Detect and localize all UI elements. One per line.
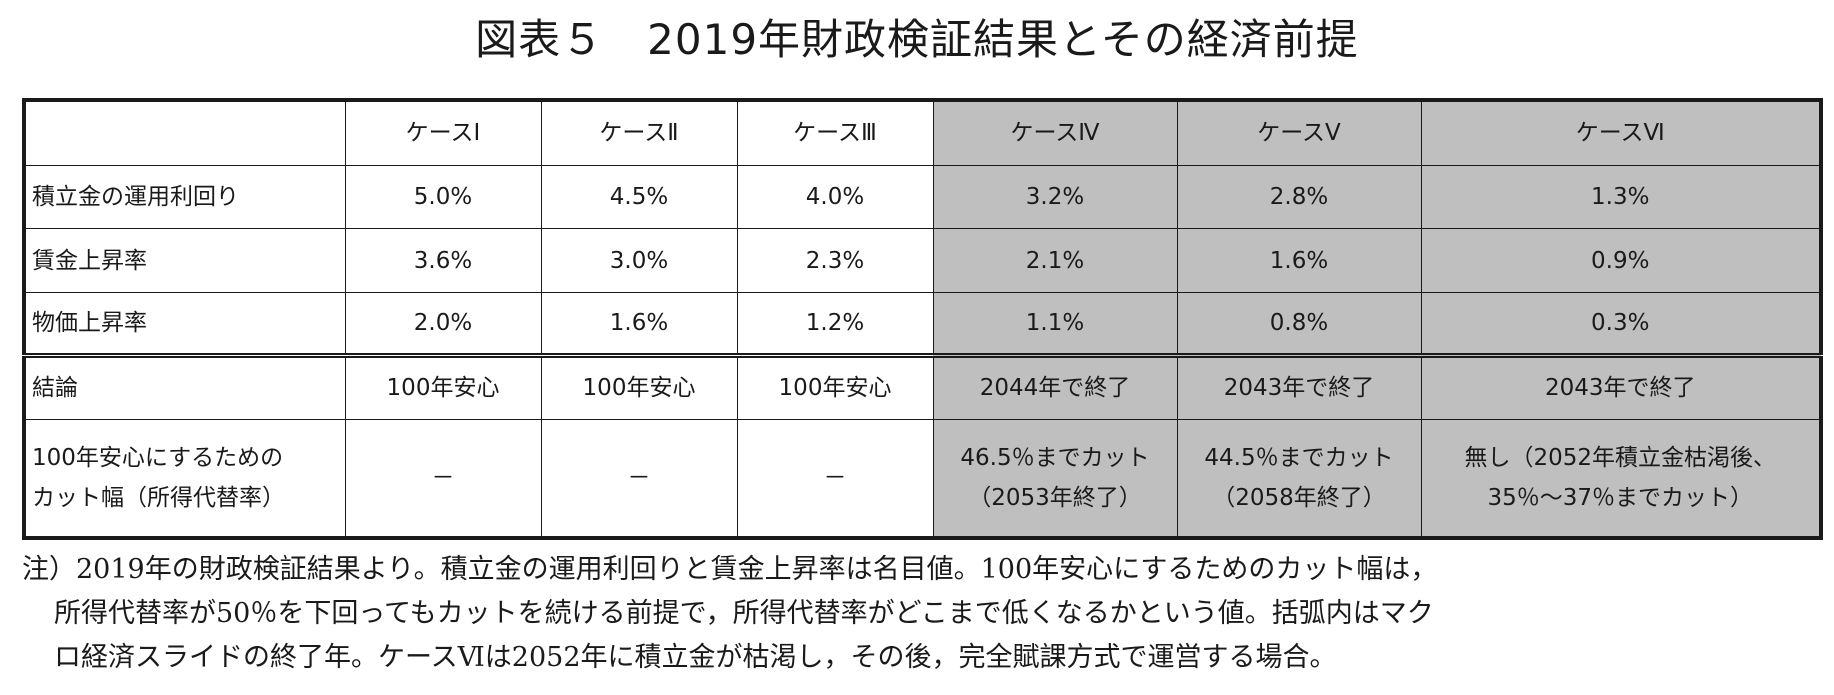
- cell-line: －: [627, 464, 651, 491]
- table-cell: －: [344, 418, 542, 539]
- row-label: 物価上昇率: [23, 291, 346, 357]
- header-cell-blank: [23, 99, 346, 166]
- table-cell: 2.3%: [736, 228, 934, 293]
- table-cell: 100年安心: [540, 353, 738, 420]
- table-cell: －: [540, 418, 738, 539]
- row-label: 賃金上昇率: [23, 228, 346, 293]
- table-cell: 0.9%: [1420, 228, 1822, 293]
- table-cell: 4.0%: [736, 164, 934, 230]
- cell-line: 無し（2052年積立金枯渇後、: [1464, 444, 1777, 471]
- footnote-line: 注）2019年の財政検証結果より。積立金の運用利回りと賃金上昇率は名目値。100…: [22, 554, 1438, 585]
- table-cell: 44.5％までカット （2058年終了）: [1176, 418, 1422, 539]
- table-cell: 100年安心: [344, 353, 542, 420]
- table-cell: 2043年で終了: [1420, 353, 1822, 420]
- table-cell: 1.2%: [736, 291, 934, 357]
- table-cell: 2043年で終了: [1176, 353, 1422, 420]
- table-cell: 100年安心: [736, 353, 934, 420]
- header-row: ケースⅠ ケースⅡ ケースⅢ ケースⅣ ケースⅤ ケースⅥ: [23, 99, 1822, 166]
- header-case-1: ケースⅠ: [344, 99, 542, 166]
- table-row-conclusion: 結論 100年安心 100年安心 100年安心 2044年で終了 2043年で終…: [23, 353, 1822, 420]
- table-cell: 4.5%: [540, 164, 738, 230]
- footnote-line: 所得代替率が50％を下回ってもカットを続ける前提で，所得代替率がどこまで低くなる…: [54, 598, 1434, 629]
- table-cell: 3.2%: [932, 164, 1178, 230]
- table-cell: 1.1%: [932, 291, 1178, 357]
- economic-assumptions-table: ケースⅠ ケースⅡ ケースⅢ ケースⅣ ケースⅤ ケースⅥ 積立金の運用利回り …: [22, 98, 1823, 540]
- footnote-line: ロ経済スライドの終了年。ケースⅥは2052年に積立金が枯渇し，その後，完全賦課方…: [54, 642, 1337, 673]
- cell-line: （2053年終了）: [968, 484, 1142, 511]
- table-cell: 無し（2052年積立金枯渇後、 35％～37％までカット）: [1420, 418, 1822, 539]
- cell-line: （2058年終了）: [1212, 484, 1386, 511]
- header-case-2: ケースⅡ: [540, 99, 738, 166]
- table-cell: 0.8%: [1176, 291, 1422, 357]
- table-cell: 3.0%: [540, 228, 738, 293]
- cell-line: 46.5％までカット: [960, 444, 1150, 471]
- cell-line: －: [431, 464, 455, 491]
- header-case-4: ケースⅣ: [932, 99, 1178, 166]
- header-case-3: ケースⅢ: [736, 99, 934, 166]
- table-cell: 5.0%: [344, 164, 542, 230]
- table-cell: 3.6%: [344, 228, 542, 293]
- table-row-investment-yield: 積立金の運用利回り 5.0% 4.5% 4.0% 3.2% 2.8% 1.3%: [23, 164, 1822, 230]
- table-cell: 2.1%: [932, 228, 1178, 293]
- table-row-wage-growth: 賃金上昇率 3.6% 3.0% 2.3% 2.1% 1.6% 0.9%: [23, 228, 1822, 293]
- cell-line: 35％～37％までカット）: [1487, 484, 1754, 511]
- row-label: 100年安心にするための カット幅（所得代替率）: [23, 418, 346, 539]
- table-cell: 0.3%: [1420, 291, 1822, 357]
- row-label-line: カット幅（所得代替率）: [32, 484, 285, 511]
- cell-line: －: [823, 464, 847, 491]
- table-cell: 1.6%: [540, 291, 738, 357]
- table-cell: 2044年で終了: [932, 353, 1178, 420]
- header-case-6: ケースⅥ: [1420, 99, 1822, 166]
- row-label: 積立金の運用利回り: [23, 164, 346, 230]
- row-label: 結論: [23, 353, 346, 420]
- table-row-cut-width: 100年安心にするための カット幅（所得代替率） － － － 46.5％までカッ…: [23, 418, 1822, 539]
- table-cell: 1.6%: [1176, 228, 1422, 293]
- footnote: 注）2019年の財政検証結果より。積立金の運用利回りと賃金上昇率は名目値。100…: [22, 548, 1822, 680]
- header-case-5: ケースⅤ: [1176, 99, 1422, 166]
- table-row-inflation: 物価上昇率 2.0% 1.6% 1.2% 1.1% 0.8% 0.3%: [23, 291, 1822, 357]
- table-cell: －: [736, 418, 934, 539]
- cell-line: 44.5％までカット: [1204, 444, 1394, 471]
- table-cell: 1.3%: [1420, 164, 1822, 230]
- page-title: 図表５ 2019年財政検証結果とその経済前提: [475, 15, 1359, 64]
- row-label-line: 100年安心にするための: [32, 444, 284, 471]
- table-cell: 2.8%: [1176, 164, 1422, 230]
- table-cell: 46.5％までカット （2053年終了）: [932, 418, 1178, 539]
- table-cell: 2.0%: [344, 291, 542, 357]
